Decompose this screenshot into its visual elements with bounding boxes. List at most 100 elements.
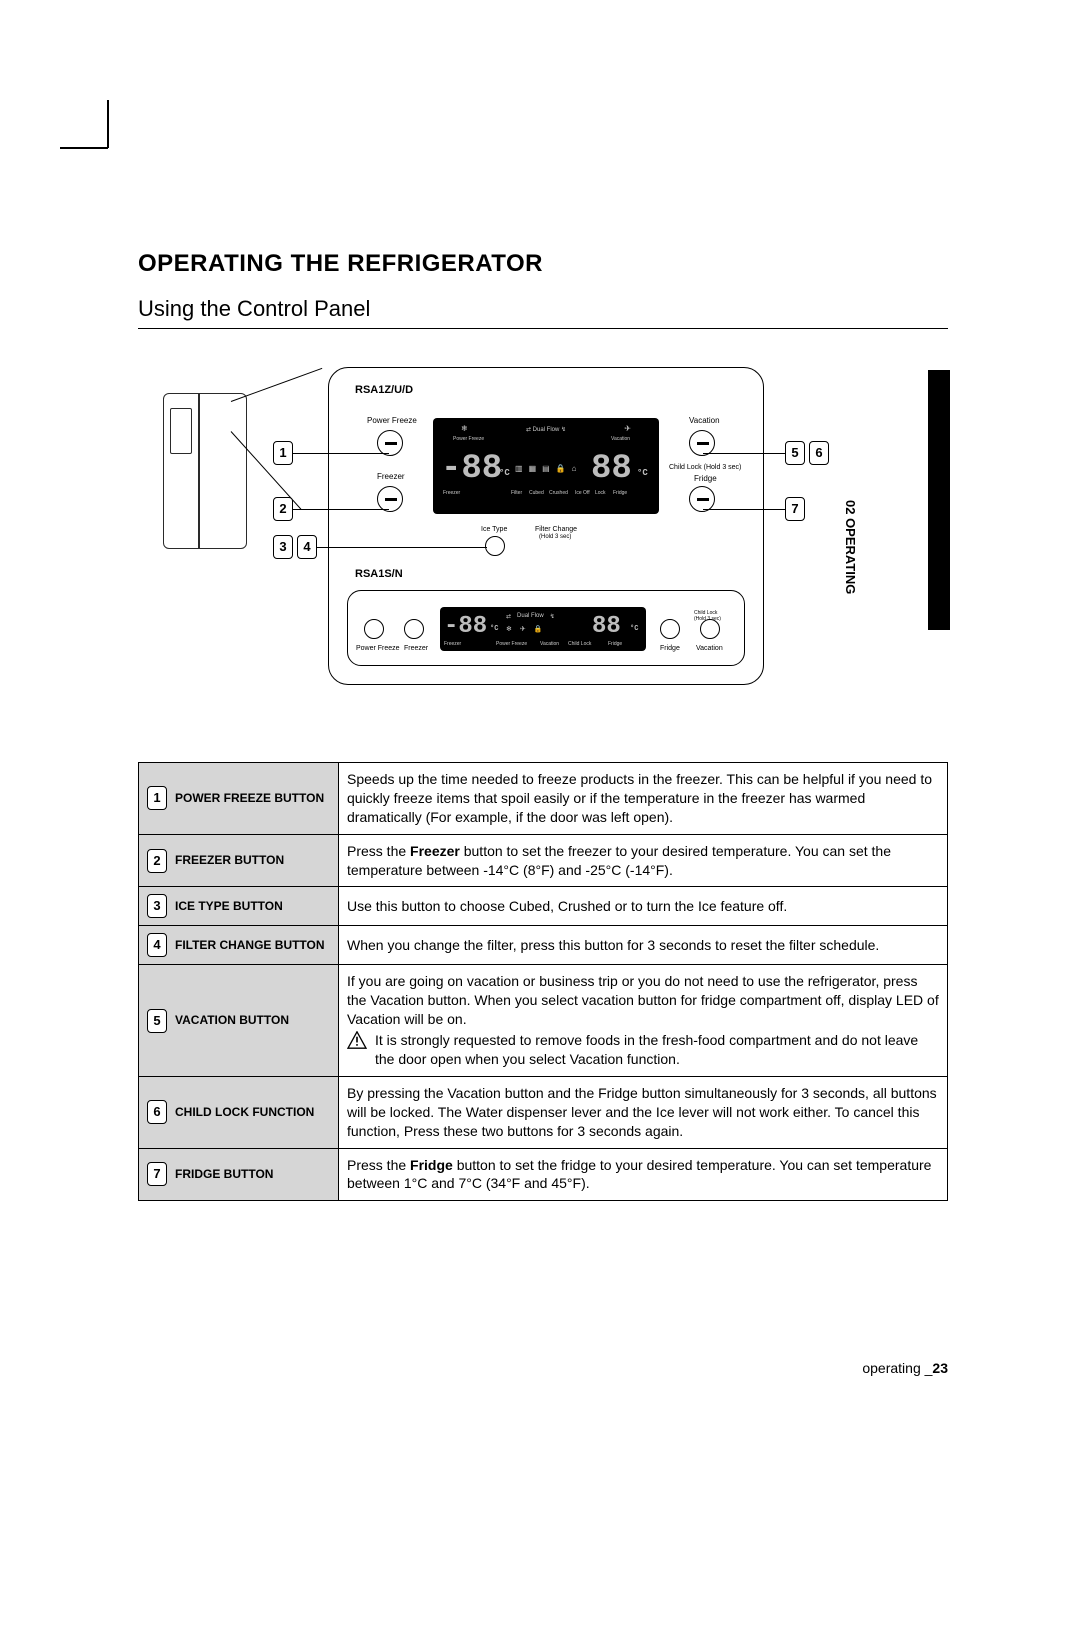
table-row: 7FRIDGE BUTTONPress the Fridge button to…: [139, 1148, 948, 1201]
power-freeze-icon: ❄: [461, 424, 468, 433]
seg-freezer-temp-b: -88: [444, 613, 487, 640]
display-bottom: -88 °C ⇄ Dual Flow ↯ ❄ ✈ 🔒 88 °C Freezer: [440, 607, 646, 651]
model-label-top: RSA1Z/U/D: [355, 384, 413, 396]
button-description-cell: Speeds up the time needed to freeze prod…: [339, 763, 948, 835]
label-child-lock: Child Lock (Hold 3 sec): [669, 464, 741, 471]
page-footer: operating _23: [0, 1360, 948, 1376]
button-description: Press the Freezer button to set the free…: [347, 842, 939, 880]
button-description-cell: By pressing the Vacation button and the …: [339, 1076, 948, 1148]
button-description: Use this button to choose Cubed, Crushed…: [347, 897, 939, 916]
button-name: FREEZER BUTTON: [175, 853, 284, 868]
callout-number-5: 5: [785, 441, 805, 465]
label-fridge: Fridge: [694, 474, 717, 483]
dual-flow-label: ⇄ Dual Flow ↯: [526, 424, 566, 433]
ice-type-button[interactable]: [485, 536, 505, 556]
arrow-icon: ↯: [550, 613, 555, 620]
label-ice-type: Ice Type: [481, 526, 507, 533]
seg-fridge-temp-b: 88: [592, 613, 621, 640]
filter-icon: ▥: [515, 464, 523, 473]
button-name: POWER FREEZE BUTTON: [175, 791, 324, 806]
table-row: 1POWER FREEZE BUTTONSpeeds up the time n…: [139, 763, 948, 835]
label-freezer-b: Freezer: [404, 645, 428, 652]
callout-number-2: 2: [273, 497, 293, 521]
power-freeze-button-b[interactable]: [364, 619, 384, 639]
button-name-cell: 7FRIDGE BUTTON: [139, 1148, 339, 1201]
table-row: 5 VACATION BUTTON If you are going on vaca…: [139, 965, 948, 1076]
fridge-button-b[interactable]: [660, 619, 680, 639]
button-name: CHILD LOCK FUNCTION: [175, 1105, 314, 1120]
fridge-dispenser-outline: [170, 408, 192, 454]
callout-number-3: 3: [273, 535, 293, 559]
lock-icon: 🔒: [556, 464, 566, 473]
tiny-vacation: Vacation: [611, 436, 630, 442]
button-name: ICE TYPE BUTTON: [175, 899, 283, 914]
table-row: 2 FREEZER BUTTON Press the Freezer button …: [139, 834, 948, 887]
seg-unit-left: °C: [499, 468, 510, 478]
table-row: 3 ICE TYPE BUTTON Use this button to choos…: [139, 887, 948, 926]
button-name: FRIDGE BUTTON: [175, 1167, 273, 1182]
label-freezer: Freezer: [377, 472, 405, 481]
crop-mark-horizontal: [60, 147, 108, 149]
button-description: If you are going on vacation or business…: [347, 972, 939, 1029]
fridge-illustration: [163, 393, 247, 549]
button-name: VACATION BUTTON: [175, 1013, 289, 1028]
button-name: FILTER CHANGE BUTTON: [175, 938, 325, 953]
control-panel-diagram: 1 2 3 4 5 6 7 RSA1Z/U/D Power Freeze Fre…: [193, 367, 893, 702]
seg-fridge-temp: 88: [591, 450, 632, 488]
row-number: 2: [147, 849, 167, 873]
seg-unit-right: °C: [637, 468, 648, 478]
lock-icon-b: 🔒: [534, 625, 543, 633]
footer-label: operating _: [862, 1360, 932, 1376]
callout-number-7: 7: [785, 497, 805, 521]
bottom-panel-outline: Power Freeze Freezer -88 °C ⇄ Dual Flow …: [347, 590, 745, 666]
button-description-cell: When you change the filter, press this b…: [339, 926, 948, 965]
label-fridge-b: Fridge: [660, 645, 680, 652]
label-vacation: Vacation: [689, 416, 720, 425]
cubed-icon: ▦: [529, 464, 537, 473]
panel-frame: RSA1Z/U/D Power Freeze Freezer Vacation …: [328, 367, 764, 685]
label-child-lock-b: Child Lock(Hold 3 sec): [694, 611, 721, 622]
label-filter-change: Filter Change: [535, 526, 577, 533]
button-name-cell: 3 ICE TYPE BUTTON: [139, 887, 339, 926]
section-tab-label: 02 OPERATING: [843, 500, 858, 594]
tiny-iceoff: Ice Off: [575, 490, 590, 496]
freezer-button-b[interactable]: [404, 619, 424, 639]
label-filter-hold: (Hold 3 sec): [539, 534, 571, 540]
section-tab: 02 OPERATING: [840, 350, 950, 640]
tiny-fridge: Fridge: [613, 490, 627, 496]
button-description-cell: Use this button to choose Cubed, Crushed…: [339, 887, 948, 926]
table-row: 4 FILTER CHANGE BUTTON When you change the…: [139, 926, 948, 965]
button-name-cell: 5 VACATION BUTTON: [139, 965, 339, 1076]
leader-line: [703, 509, 785, 510]
button-description: Speeds up the time needed to freeze prod…: [347, 770, 939, 827]
callout-number-6: 6: [809, 441, 829, 465]
label-vacation-b: Vacation: [696, 645, 723, 652]
vacation-icon: ✈: [624, 424, 631, 433]
button-definitions-table: 1POWER FREEZE BUTTONSpeeds up the time n…: [138, 762, 948, 1201]
callout-line: [231, 368, 322, 402]
warning-icon: [347, 1031, 367, 1049]
tiny-filter: Filter: [511, 490, 522, 496]
leader-line: [293, 453, 389, 454]
table-row: 6CHILD LOCK FUNCTIONBy pressing the Vaca…: [139, 1076, 948, 1148]
row-number: 4: [147, 933, 167, 957]
label-power-freeze: Power Freeze: [367, 416, 417, 425]
button-description: By pressing the Vacation button and the …: [347, 1084, 939, 1141]
vacation-button-b[interactable]: [700, 619, 720, 639]
page-content: OPERATING THE REFRIGERATOR Using the Con…: [138, 250, 948, 1201]
display-top: ❄ ⇄ Dual Flow ↯ ✈ Power Freeze Vacation …: [433, 418, 659, 514]
tiny-freezer: Freezer: [443, 490, 460, 496]
tiny-lock: Lock: [595, 490, 606, 496]
section-tab-bar: [928, 370, 950, 630]
row-number: 5: [147, 1009, 167, 1033]
button-description-cell: Press the Fridge button to set the fridg…: [339, 1148, 948, 1201]
crop-mark-vertical: [107, 100, 109, 148]
snow-icon: ❄: [506, 625, 512, 633]
vacation-icon-b: ✈: [520, 625, 526, 633]
button-description-cell: Press the Freezer button to set the free…: [339, 834, 948, 887]
row-number: 3: [147, 894, 167, 918]
fridge-state-icon: ⌂: [572, 464, 577, 473]
button-description-cell: If you are going on vacation or business…: [339, 965, 948, 1076]
crushed-icon: ▤: [542, 464, 550, 473]
warning-row: It is strongly requested to remove foods…: [347, 1031, 939, 1069]
